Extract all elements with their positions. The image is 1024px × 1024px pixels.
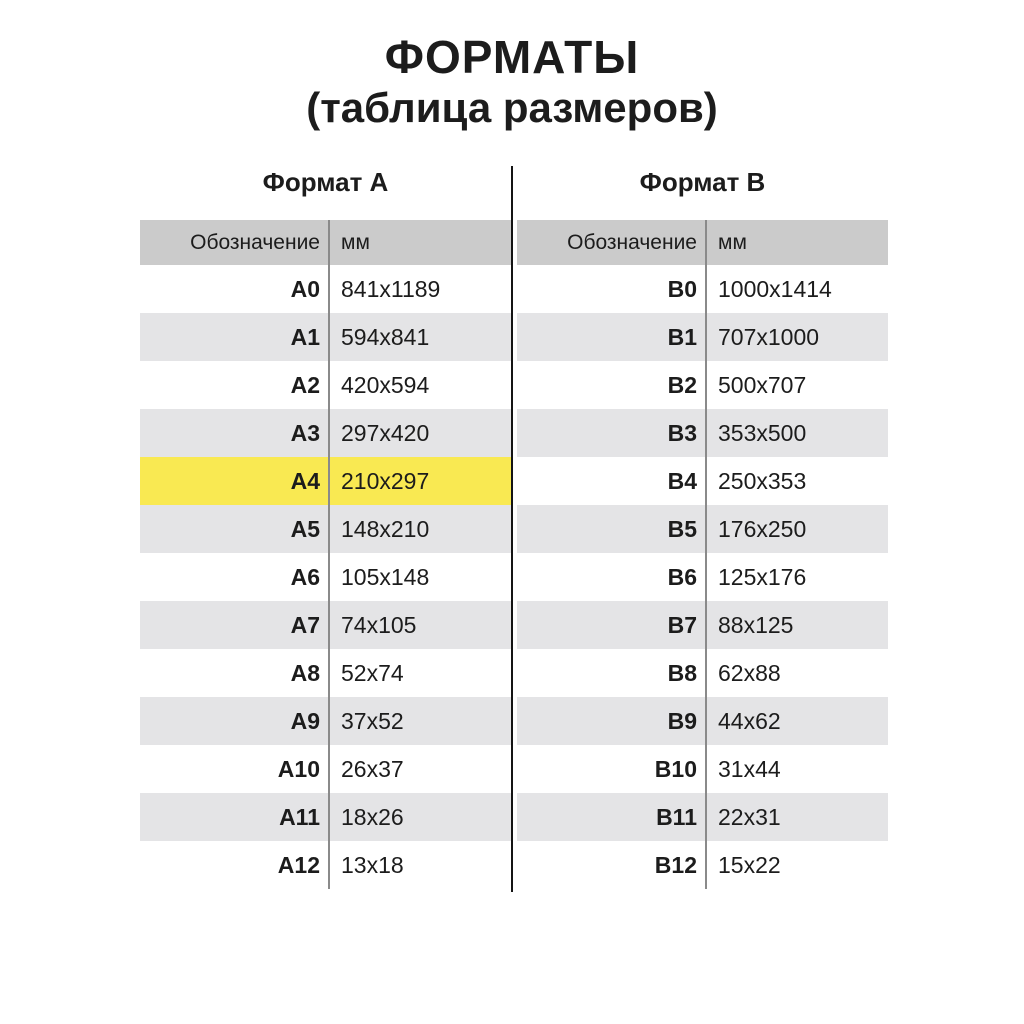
format-label: B0 — [667, 275, 697, 302]
format-size-mm: 841x1189 — [328, 265, 511, 313]
format-size-mm: 353x500 — [705, 409, 888, 457]
format-label: A1 — [290, 323, 320, 350]
table-row: B3 353x500 — [517, 409, 888, 457]
format-label: B1 — [667, 323, 697, 350]
designation-column-header: Обозначение — [190, 230, 320, 254]
format-size-mm: 18x26 — [328, 793, 511, 841]
table-row: B0 1000x1414 — [517, 265, 888, 313]
table-row: A4 210x297 — [140, 457, 511, 505]
format-size-mm: 148x210 — [328, 505, 511, 553]
table-row: A6 105x148 — [140, 553, 511, 601]
format-size-mm: 31x44 — [705, 745, 888, 793]
format-size-mm: 13x18 — [328, 841, 511, 889]
format-label: A2 — [290, 371, 320, 398]
format-label: B12 — [654, 851, 697, 878]
table-header-row: Обозначение мм — [517, 220, 888, 265]
format-size-mm: 22x31 — [705, 793, 888, 841]
table-row: B2 500x707 — [517, 361, 888, 409]
table-row: B12 15x22 — [517, 841, 888, 889]
format-size-mm: 210x297 — [328, 457, 511, 505]
format-size-mm: 250x353 — [705, 457, 888, 505]
format-label: A0 — [290, 275, 320, 302]
format-label: A8 — [290, 659, 320, 686]
format-size-mm: 62x88 — [705, 649, 888, 697]
format-size-mm: 88x125 — [705, 601, 888, 649]
table-row: A11 18x26 — [140, 793, 511, 841]
table-row: B4 250x353 — [517, 457, 888, 505]
format-size-mm: 1000x1414 — [705, 265, 888, 313]
format-label: B9 — [667, 707, 697, 734]
format-size-mm: 297x420 — [328, 409, 511, 457]
format-a-rows: A0 841x1189 A1 594x841 A2 420x594 A3 297x420 A4 2… — [140, 265, 511, 889]
table-row: A5 148x210 — [140, 505, 511, 553]
table-row: B11 22x31 — [517, 793, 888, 841]
table-header-row: Обозначение мм — [140, 220, 511, 265]
format-size-mm: 125x176 — [705, 553, 888, 601]
table-row: A12 13x18 — [140, 841, 511, 889]
format-group-headers: Формат А Формат B — [140, 167, 888, 198]
mm-column-header: мм — [705, 220, 888, 265]
format-size-mm: 26x37 — [328, 745, 511, 793]
table-row: A2 420x594 — [140, 361, 511, 409]
format-size-mm: 15x22 — [705, 841, 888, 889]
page-title: ФОРМАТЫ — [384, 31, 640, 83]
format-label: A12 — [277, 851, 320, 878]
format-label: B10 — [654, 755, 697, 782]
format-label: B6 — [667, 563, 697, 590]
format-b-header: Формат B — [639, 167, 766, 197]
format-label: A9 — [290, 707, 320, 734]
format-label: B3 — [667, 419, 697, 446]
format-label: A5 — [290, 515, 320, 542]
table-row: A9 37x52 — [140, 697, 511, 745]
format-label: B4 — [667, 467, 697, 494]
format-label: A4 — [290, 467, 320, 494]
table-row: B1 707x1000 — [517, 313, 888, 361]
format-a-table: Обозначение мм A0 841x1189 A1 594x841 A2 420x… — [140, 220, 511, 889]
format-size-mm: 44x62 — [705, 697, 888, 745]
table-row: B10 31x44 — [517, 745, 888, 793]
format-label: B5 — [667, 515, 697, 542]
page-subtitle: (таблица размеров) — [306, 84, 718, 131]
format-b-rows: B0 1000x1414 B1 707x1000 B2 500x707 B3 353x500 B… — [517, 265, 888, 889]
table-row: B9 44x62 — [517, 697, 888, 745]
format-b-table: Обозначение мм B0 1000x1414 B1 707x1000 B2 50… — [517, 220, 888, 889]
mm-column-header: мм — [328, 220, 511, 265]
format-size-mm: 420x594 — [328, 361, 511, 409]
table-row: B7 88x125 — [517, 601, 888, 649]
format-label: B8 — [667, 659, 697, 686]
format-label: A10 — [277, 755, 320, 782]
table-row: A0 841x1189 — [140, 265, 511, 313]
table-row: A10 26x37 — [140, 745, 511, 793]
format-label: B11 — [656, 803, 697, 830]
format-size-mm: 707x1000 — [705, 313, 888, 361]
table-row: B8 62x88 — [517, 649, 888, 697]
format-size-mm: 594x841 — [328, 313, 511, 361]
format-label: B7 — [667, 611, 697, 638]
format-a-header: Формат А — [262, 167, 389, 197]
format-size-mm: 37x52 — [328, 697, 511, 745]
table-row: A8 52x74 — [140, 649, 511, 697]
table-row: B6 125x176 — [517, 553, 888, 601]
format-label: B2 — [667, 371, 697, 398]
format-size-mm: 105x148 — [328, 553, 511, 601]
table-row: A1 594x841 — [140, 313, 511, 361]
format-size-mm: 176x250 — [705, 505, 888, 553]
format-size-mm: 52x74 — [328, 649, 511, 697]
format-size-mm: 500x707 — [705, 361, 888, 409]
format-label: A3 — [290, 419, 320, 446]
format-size-mm: 74x105 — [328, 601, 511, 649]
designation-column-header: Обозначение — [567, 230, 697, 254]
center-divider-line — [511, 166, 513, 892]
table-row: A7 74x105 — [140, 601, 511, 649]
format-label: A6 — [290, 563, 320, 590]
format-label: A11 — [279, 803, 320, 830]
table-row: B5 176x250 — [517, 505, 888, 553]
format-label: A7 — [290, 611, 320, 638]
size-tables: Обозначение мм A0 841x1189 A1 594x841 A2 420x… — [140, 220, 888, 889]
table-row: A3 297x420 — [140, 409, 511, 457]
